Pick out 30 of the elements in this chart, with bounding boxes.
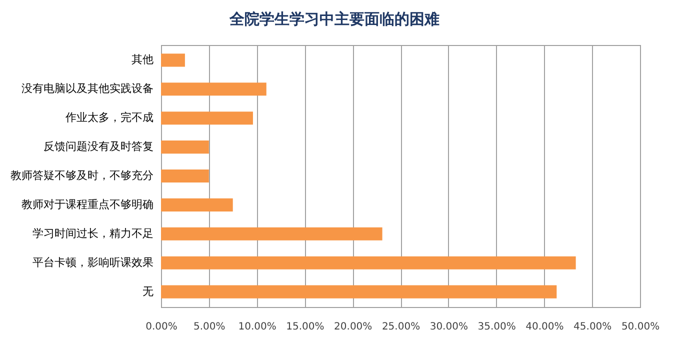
x-tick-label: 10.00% [238, 322, 276, 332]
chart-title: 全院学生学习中主要面临的困难 [228, 10, 440, 28]
y-tick-label: 平台卡顿，影响听课效果 [32, 256, 154, 269]
bar [161, 140, 209, 154]
y-tick-label: 无 [142, 284, 154, 298]
x-tick-label: 5.00% [194, 322, 226, 332]
y-tick-label: 学习时间过长，精力不足 [32, 226, 154, 240]
bar [161, 169, 209, 183]
y-tick-label: 反馈问题没有及时答复 [44, 140, 154, 154]
y-tick-label: 没有电脑以及其他实践设备 [22, 82, 154, 96]
bar [161, 256, 576, 270]
y-tick-label: 其他 [132, 53, 154, 66]
bar [161, 82, 266, 96]
bar [161, 285, 557, 298]
bar [161, 198, 233, 212]
x-tick-label: 45.00% [574, 322, 612, 332]
x-tick-label: 25.00% [382, 322, 420, 332]
bar [161, 54, 185, 67]
x-tick-label: 15.00% [286, 322, 324, 332]
x-tick-label: 20.00% [334, 322, 372, 332]
y-tick-label: 教师答疑不够及时，不够充分 [10, 169, 154, 182]
x-tick-label: 30.00% [430, 322, 468, 332]
y-tick-label: 教师对于课程重点不够明确 [22, 198, 154, 211]
x-tick-label: 0.00% [146, 322, 178, 332]
y-tick-label: 作业太多，完不成 [64, 111, 154, 124]
x-tick-label: 35.00% [478, 322, 516, 332]
bar [161, 112, 253, 125]
x-tick-label: 40.00% [526, 322, 564, 332]
bar [161, 227, 382, 240]
x-tick-label: 50.00% [621, 322, 660, 332]
